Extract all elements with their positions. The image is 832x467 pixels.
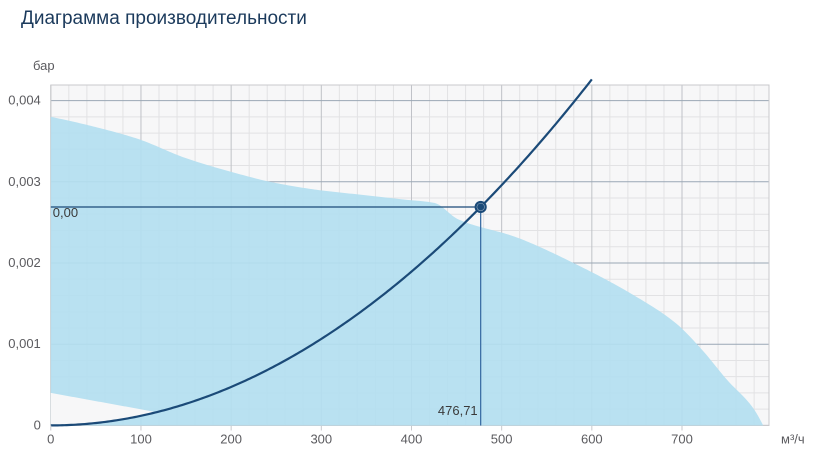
svg-text:500: 500 xyxy=(491,432,513,447)
svg-text:0,002: 0,002 xyxy=(8,255,41,270)
svg-text:100: 100 xyxy=(130,432,152,447)
svg-text:200: 200 xyxy=(220,432,242,447)
svg-text:0,004: 0,004 xyxy=(8,93,41,108)
svg-text:0: 0 xyxy=(34,417,41,432)
svg-text:0,00: 0,00 xyxy=(53,205,78,220)
svg-text:0: 0 xyxy=(47,432,54,447)
svg-text:0,001: 0,001 xyxy=(8,336,41,351)
svg-text:600: 600 xyxy=(581,432,603,447)
svg-text:300: 300 xyxy=(310,432,332,447)
svg-text:0,003: 0,003 xyxy=(8,174,41,189)
svg-text:476,71: 476,71 xyxy=(438,403,478,418)
svg-text:бар: бар xyxy=(33,58,55,73)
svg-text:400: 400 xyxy=(401,432,423,447)
svg-text:м³/ч: м³/ч xyxy=(781,432,805,447)
svg-text:700: 700 xyxy=(671,432,693,447)
